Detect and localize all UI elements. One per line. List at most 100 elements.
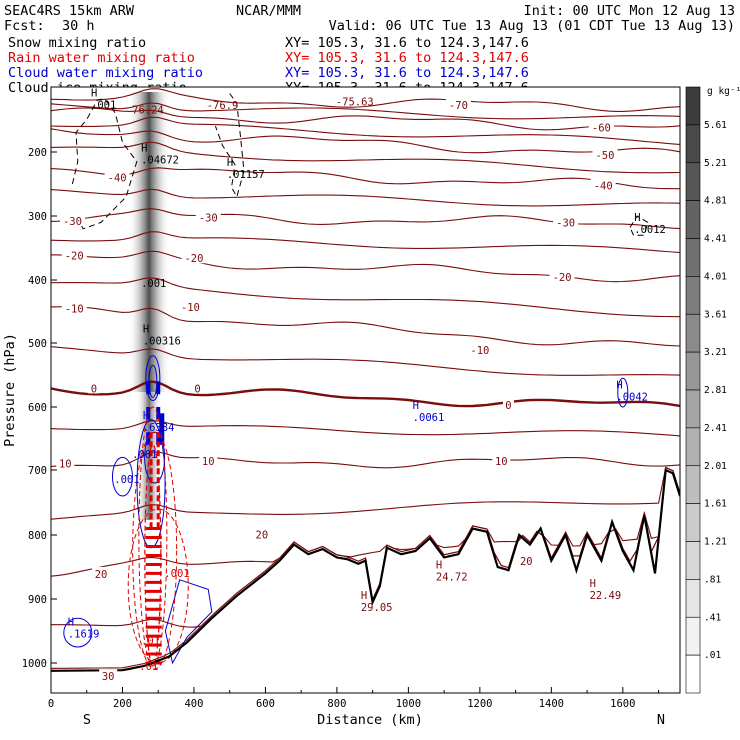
colorbar-level-label: 2.01 xyxy=(704,461,727,472)
colorbar-swatch xyxy=(685,238,701,277)
rain-contours xyxy=(127,406,189,670)
extremum-marker: H xyxy=(361,590,367,602)
colorbar-level-label: .81 xyxy=(704,574,721,585)
y-axis: 200 300 400 500 600 700 800 900 1000 xyxy=(22,147,57,670)
x-tick-label: 400 xyxy=(184,698,203,710)
isotherm xyxy=(51,346,680,376)
colorbar-level-label: 3.61 xyxy=(704,309,727,320)
x-tick-label: 1200 xyxy=(467,698,492,710)
isotherm xyxy=(51,102,680,120)
contour-label-bg xyxy=(104,170,130,183)
y-tick-label: 500 xyxy=(28,338,47,350)
isotherm xyxy=(51,466,680,628)
contour-label-bg xyxy=(195,210,221,223)
isotherm-label: 0 xyxy=(194,383,200,395)
colorbar-swatch xyxy=(685,351,701,391)
extremum-marker: H xyxy=(227,157,233,169)
isotherm-label: -10 xyxy=(181,302,200,314)
extremum-marker: H xyxy=(68,616,74,628)
cloud-ice-contours xyxy=(71,93,649,236)
colorbar-swatch xyxy=(685,200,701,239)
north-label: N xyxy=(657,712,665,728)
temperature-contours xyxy=(51,88,680,669)
temperature-labels: -70 -60 -50 -40 -40 -30 -30 -30 -20 -20 -20 -10 -10 -… xyxy=(56,96,618,683)
isotherm-label: 0 xyxy=(505,400,511,412)
isotherm xyxy=(51,277,680,318)
isotherm xyxy=(51,466,680,520)
y-tick-label: 400 xyxy=(28,275,47,287)
cloud-water-contour xyxy=(145,355,161,402)
isotherm-label: -20 xyxy=(184,253,203,265)
colorbar-swatch xyxy=(685,86,701,126)
y-tick-label: 700 xyxy=(28,465,47,477)
colorbar-level-label: 4.81 xyxy=(704,196,727,207)
field-rain-xy: XY= 105.3, 31.6 to 124.3,147.6 xyxy=(285,50,529,66)
isotherm-label: 20 xyxy=(256,529,269,541)
field-cloudwater-xy: XY= 105.3, 31.6 to 124.3,147.6 xyxy=(285,65,529,81)
contour-label-bg xyxy=(59,214,85,227)
cloud-ice-contour xyxy=(629,215,649,236)
extremum-marker: H xyxy=(436,559,442,571)
extremum-value: .6384 xyxy=(143,422,175,434)
south-label: S xyxy=(83,712,91,728)
isotherm-label: 10 xyxy=(495,456,508,468)
tropopause-label: -76.9 xyxy=(207,100,239,112)
isotherm-label: -30 xyxy=(63,216,82,228)
contour-label-bg xyxy=(181,251,207,264)
isotherm xyxy=(51,188,680,207)
colorbar-level-label: 1.61 xyxy=(704,499,727,510)
y-tick-label: 800 xyxy=(28,530,47,542)
colorbar-level-label: 5.21 xyxy=(704,158,727,169)
contour-label-bg xyxy=(445,98,471,111)
isotherm-label: -60 xyxy=(592,122,611,134)
contour-label-bg xyxy=(467,343,493,356)
contour-label-bg xyxy=(61,301,87,314)
isotherm xyxy=(51,451,680,469)
tropopause-label: -75.63 xyxy=(336,96,374,108)
terrain-line xyxy=(51,468,680,672)
isotherm xyxy=(51,116,680,145)
extrema-labels: H.001 76.24H.04672 H.01157H.0012.001H.0031… xyxy=(68,87,666,673)
contour-label-bg xyxy=(549,269,575,282)
plot-area: H.001 76.24H.04672 H.01157H.0012.001H.0031… xyxy=(50,86,681,694)
x-tick-label: 200 xyxy=(113,698,132,710)
cloud-water-contour xyxy=(164,579,213,665)
x-tick-label: 1600 xyxy=(610,698,635,710)
valid-time: Valid: 06 UTC Tue 13 Aug 13 (01 CDT Tue … xyxy=(329,18,735,34)
contour-label-bg xyxy=(56,456,75,469)
extremum-marker: H xyxy=(143,410,149,422)
contour-label-bg xyxy=(192,381,204,394)
colorbar-swatch xyxy=(685,465,701,504)
cloud-ice-contour xyxy=(214,93,245,199)
extremum-value: .00316 xyxy=(143,335,181,347)
contour-label-bg xyxy=(553,215,579,228)
y-tick-label: 200 xyxy=(28,147,47,159)
rain-contour xyxy=(138,406,168,667)
isotherm-label: 20 xyxy=(520,556,533,568)
extremum-marker: H xyxy=(590,578,596,590)
contour-label-bg xyxy=(590,178,616,191)
extremum-marker: H xyxy=(413,400,419,412)
isotherm xyxy=(51,167,680,190)
isotherm-label: 0 xyxy=(91,383,97,395)
contour-label-bg xyxy=(502,398,514,411)
x-tick-label: 1400 xyxy=(539,698,564,710)
isotherm xyxy=(51,231,680,254)
extremum-value: 76.24 xyxy=(132,105,164,117)
cloud-water-contour xyxy=(111,456,133,497)
isotherm-label: -40 xyxy=(594,180,613,192)
extremum-value: .0012 xyxy=(634,224,666,236)
field-snow-name: Snow mixing ratio xyxy=(8,35,146,51)
isotherm xyxy=(51,466,680,577)
isotherm-label: 30 xyxy=(102,671,115,683)
colorbar-swatch xyxy=(685,503,701,542)
fcst-value: 30 h xyxy=(62,18,95,34)
isotherm xyxy=(51,380,680,408)
isotherm-label: -10 xyxy=(65,303,84,315)
isotherm xyxy=(51,141,680,174)
colorbar-swatch xyxy=(685,162,701,201)
isotherm xyxy=(51,107,680,131)
isotherm-label: -20 xyxy=(65,251,84,263)
colorbar-level-label: 4.01 xyxy=(704,271,727,282)
